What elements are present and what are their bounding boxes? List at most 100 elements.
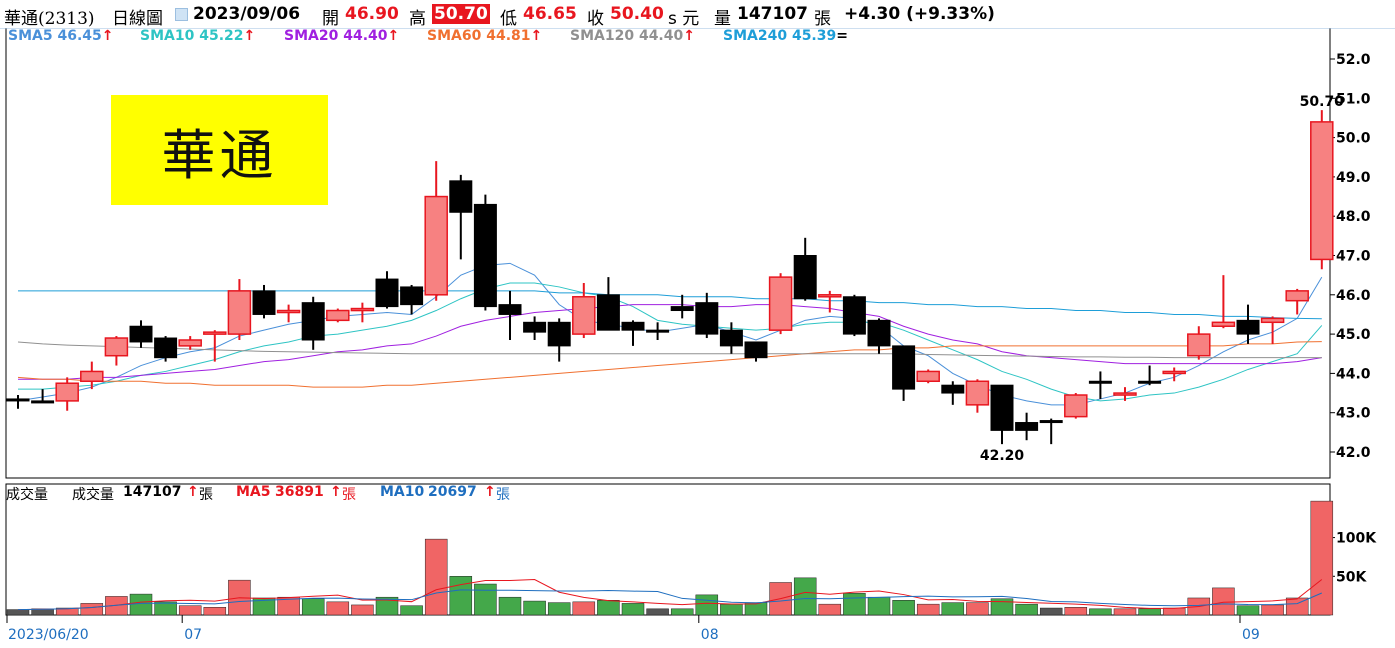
- volume-legend-unit: 張: [199, 487, 213, 503]
- volume-bar: [1212, 587, 1235, 616]
- vol-ma-line-ma10: [17, 589, 1322, 611]
- candle-body: [523, 321, 547, 333]
- ma-line-sma5: [17, 262, 1323, 406]
- volume-bar: [351, 604, 374, 616]
- volume-bar: [326, 601, 350, 616]
- y-tick-label: 42.0: [1336, 445, 1371, 461]
- stock-name-label: 華通: [161, 123, 278, 187]
- period-dropdown-icon[interactable]: [175, 8, 188, 21]
- high-value: 50.70: [432, 4, 490, 24]
- candle-body: [744, 341, 768, 359]
- y-tick-label: 50.0: [1336, 131, 1371, 147]
- candle-body: [1285, 290, 1309, 302]
- x-tick-label: 07: [184, 627, 202, 643]
- stock-name-box: 華通: [111, 95, 328, 205]
- sma-legend-value: 45.22: [194, 28, 244, 44]
- volume-bar: [301, 598, 325, 616]
- sma-legend-sma20: SMA20 44.40↑: [284, 28, 399, 44]
- candle-body: [842, 296, 866, 335]
- candle-body: [1015, 422, 1039, 431]
- vol-tick-label: 100K: [1336, 531, 1377, 547]
- candle-body: [6, 398, 30, 402]
- candle-body: [1088, 380, 1112, 384]
- high-label: 高: [409, 9, 426, 29]
- volume-bar: [154, 601, 177, 616]
- volume-panel-title: 成交量: [6, 487, 48, 503]
- sma-legend-label: SMA120: [570, 28, 635, 44]
- close-value: 50.40: [610, 4, 664, 24]
- candle-body: [400, 286, 424, 306]
- vol-tick-label: 50K: [1336, 569, 1367, 585]
- candle-body: [965, 380, 990, 406]
- candle-body: [818, 294, 842, 298]
- candle-body: [695, 302, 719, 335]
- candle-body: [252, 290, 276, 315]
- x-tick-label: 09: [1242, 627, 1260, 643]
- up-arrow-icon: ↑: [243, 28, 256, 44]
- vol-ma5-unit: 張: [342, 487, 356, 503]
- candle-body: [31, 400, 55, 404]
- sma-legend-sma120: SMA120 44.40↑: [570, 28, 695, 44]
- volume-bar: [523, 600, 546, 616]
- candle-body: [1260, 317, 1285, 324]
- candle-body: [793, 255, 817, 300]
- y-tick-label: 49.0: [1336, 170, 1371, 186]
- ma-line-sma10: [18, 282, 1323, 402]
- volume-bar: [1236, 605, 1260, 616]
- candle-body: [1211, 321, 1236, 327]
- volume-label: 量: [714, 9, 731, 29]
- sma-legend-value: 46.45: [52, 28, 102, 44]
- candle-body: [1187, 333, 1211, 357]
- candle-body: [203, 331, 227, 335]
- volume-legend: 成交量 成交量 147107 ↑ 張 MA5 36891 ↑ 張 MA10 20…: [0, 484, 1330, 503]
- sma-legend-value: 44.40: [338, 28, 388, 44]
- ma-line-sma60: [17, 341, 1322, 388]
- volume-legend-value: 147107: [123, 484, 182, 500]
- candle-body: [473, 203, 497, 308]
- date-value: 2023/09/06: [193, 4, 301, 24]
- volume-bar: [867, 596, 891, 616]
- period-label[interactable]: 日線圖: [112, 9, 163, 29]
- volume-bar: [1138, 608, 1161, 616]
- candle-body: [1138, 380, 1162, 384]
- volume-bar: [572, 601, 596, 616]
- candle-body: [80, 370, 104, 383]
- volume-bar: [547, 602, 571, 616]
- candle-body: [941, 384, 965, 394]
- candle-body: [1113, 392, 1137, 396]
- candle-body: [1064, 394, 1088, 418]
- volume-bar: [646, 608, 669, 616]
- candle-body: [326, 309, 350, 322]
- candle-body: [104, 337, 129, 357]
- volume-bar: [695, 594, 719, 616]
- volume-bar: [941, 602, 965, 616]
- sma-legend-sma240: SMA240 45.39=: [723, 28, 848, 44]
- candle-body: [990, 384, 1014, 431]
- candle-body: [375, 278, 399, 308]
- volume-bar: [597, 600, 620, 616]
- up-arrow-icon: ↑: [387, 28, 400, 44]
- vol-ma10-unit: 張: [496, 487, 510, 503]
- candle-body: [867, 319, 891, 347]
- ma-line-sma120: [17, 341, 1322, 359]
- candle-body: [498, 304, 522, 315]
- candle-body: [55, 382, 79, 402]
- sma-legend-sma60: SMA60 44.81↑: [427, 28, 542, 44]
- volume-bar: [424, 538, 448, 616]
- unit-label: s 元: [668, 9, 700, 29]
- low-value: 46.65: [523, 4, 577, 24]
- sma-legend-label: SMA5: [8, 28, 53, 44]
- candle-body: [547, 321, 571, 347]
- vol-ma-line-ma5: [17, 579, 1323, 611]
- volume-panel: [5, 483, 1331, 616]
- candle-body: [350, 307, 375, 312]
- low-label: 低: [500, 9, 517, 29]
- up-arrow-icon: ↑: [101, 28, 114, 44]
- candle-body: [596, 294, 620, 331]
- candle-body: [719, 329, 743, 347]
- sma-legend-label: SMA240: [723, 28, 788, 44]
- volume-bar: [55, 607, 79, 616]
- candle-body: [621, 321, 645, 331]
- y-tick-label: 51.0: [1336, 91, 1371, 107]
- volume-up-arrow-icon: ↑: [187, 484, 199, 500]
